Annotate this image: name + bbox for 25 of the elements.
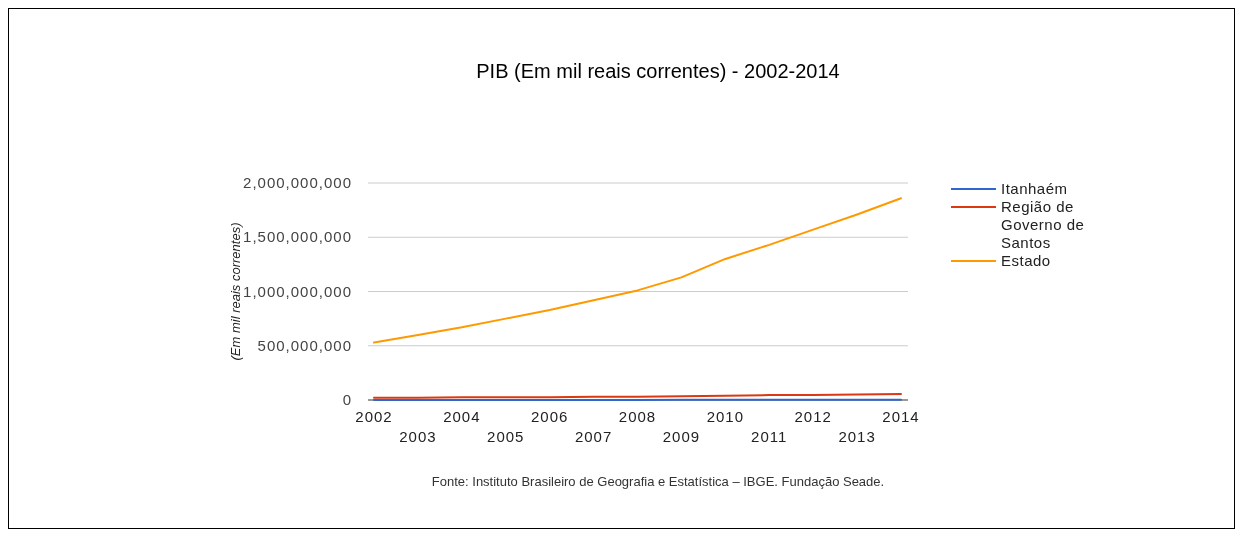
- y-tick-label: 500,000,000: [257, 336, 352, 354]
- y-tick-label: 0: [342, 391, 352, 408]
- x-tick-label: 2003: [399, 428, 437, 445]
- x-tick-label: 2011: [751, 428, 788, 445]
- legend-label: Região de Governo de Santos: [1001, 198, 1085, 251]
- x-tick-label: 2014: [882, 408, 920, 425]
- legend-label: Itanhaém: [1001, 180, 1068, 197]
- x-tick-label: 2009: [662, 428, 701, 445]
- x-tick-label: 2002: [355, 408, 393, 425]
- x-tick-label: 2013: [838, 428, 876, 445]
- x-tick-label: 2004: [443, 408, 481, 425]
- x-tick-label: 2007: [574, 428, 613, 445]
- y-tick-label: 1,500,000,000: [243, 228, 352, 246]
- y-axis-title: (Em mil reais correntes): [228, 222, 243, 361]
- line-series: [373, 197, 902, 344]
- x-tick-label: 2005: [487, 428, 525, 445]
- y-tick-label: 2,000,000,000: [243, 174, 352, 191]
- legend-label: Estado: [1001, 252, 1051, 269]
- x-tick-label: 2008: [618, 408, 657, 425]
- y-tick-label: 1,000,000,000: [243, 282, 352, 300]
- chart-title: PIB (Em mil reais correntes) - 2002-2014: [476, 60, 840, 82]
- x-tick-label: 2010: [706, 408, 745, 425]
- x-tick-label: 2012: [794, 408, 832, 425]
- source-note: Fonte: Instituto Brasileiro de Geografia e Estatística – IBGE. Fundação Seade.: [431, 474, 885, 489]
- x-tick-label: 2006: [530, 408, 569, 425]
